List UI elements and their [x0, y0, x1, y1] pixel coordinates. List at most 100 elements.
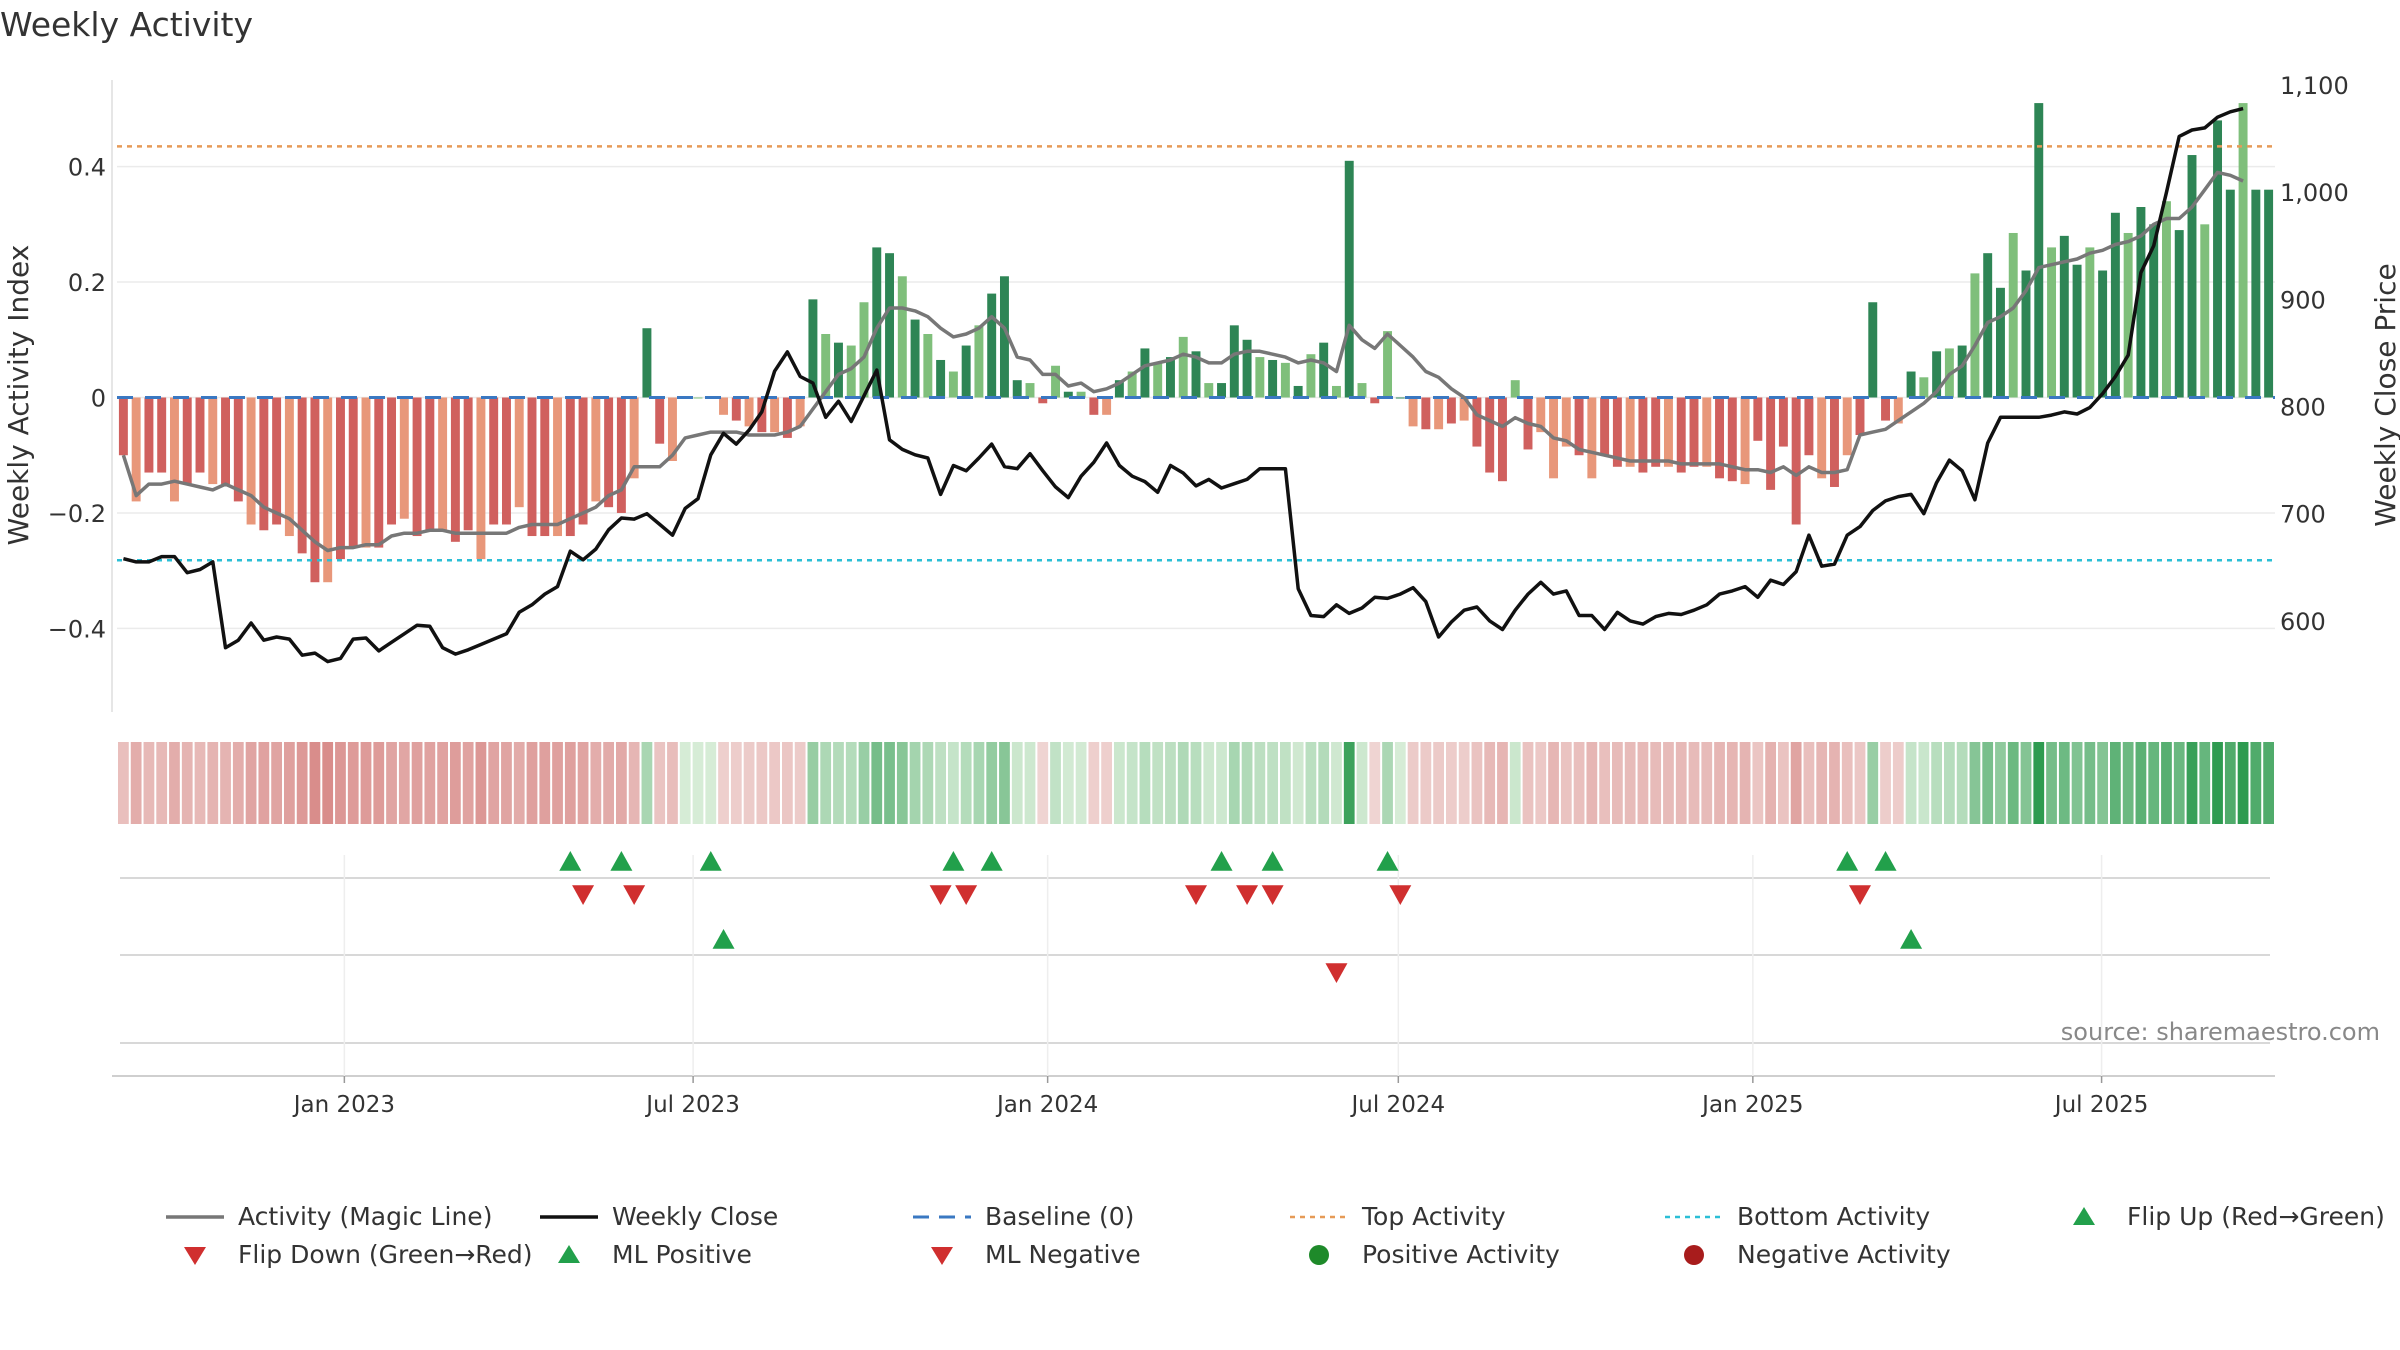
heat-cell: [462, 742, 474, 824]
legend-symbol-positive-circle: [1309, 1245, 1329, 1265]
activity-bar: [208, 397, 218, 485]
heat-cell: [743, 742, 755, 824]
heat-cell: [769, 742, 780, 824]
activity-bar: [553, 397, 563, 537]
legend-symbol-up-triangle: [558, 1245, 580, 1263]
heat-cell: [603, 742, 614, 824]
heat-cell: [1612, 742, 1623, 824]
heat-cell: [501, 742, 512, 824]
activity-bar: [1893, 397, 1903, 424]
heat-cell: [1548, 742, 1559, 824]
heat-cell: [1165, 742, 1176, 824]
legend-symbol-negative-circle: [1684, 1245, 1704, 1265]
heat-cell: [181, 742, 193, 824]
right-tick-label: 1,000: [2280, 179, 2349, 207]
heat-cell: [2135, 742, 2147, 824]
activity-bar: [297, 397, 307, 554]
heat-cell: [1356, 742, 1368, 824]
heat-cell: [1139, 742, 1151, 824]
heat-cell: [986, 742, 998, 824]
weekly-close-line: [122, 106, 2244, 664]
heat-cell: [1484, 742, 1496, 824]
heat-cell: [807, 742, 819, 824]
left-tick-label: 0.2: [68, 269, 106, 297]
activity-bar: [182, 397, 192, 485]
activity-bar: [387, 397, 397, 525]
heat-cell: [1726, 742, 1738, 824]
activity-bar: [361, 397, 371, 548]
activity-bar: [642, 328, 652, 398]
heat-cell: [360, 742, 372, 824]
legend: Activity (Magic Line) Weekly Close Baselin…: [166, 1202, 2385, 1269]
heat-cell: [2237, 742, 2249, 824]
activity-bar: [616, 397, 626, 513]
activity-bar: [1791, 397, 1801, 525]
heat-cell: [641, 742, 653, 824]
heat-cell: [2212, 742, 2223, 824]
activity-bar: [731, 397, 741, 421]
heat-cell: [2161, 742, 2172, 824]
heat-cell: [1446, 742, 1457, 824]
legend-symbol-down-triangle: [931, 1247, 953, 1265]
heat-cell: [858, 742, 870, 824]
heat-cell: [1624, 742, 1636, 824]
flip-down-marker: [623, 885, 646, 905]
activity-bar: [1395, 397, 1405, 399]
heat-cell: [2263, 742, 2274, 824]
heat-cell: [1216, 742, 1227, 824]
heat-cell: [1509, 742, 1521, 824]
activity-bar: [1140, 348, 1150, 398]
heat-cell: [156, 742, 168, 824]
heat-cell: [271, 742, 282, 824]
activity-bar: [2021, 270, 2031, 398]
heat-cell: [2250, 742, 2262, 824]
activity-bar: [1536, 397, 1546, 433]
activity-bar: [1153, 362, 1163, 398]
heat-cell: [2199, 742, 2211, 824]
activity-bar: [259, 397, 269, 531]
activity-bar: [1970, 273, 1980, 398]
activity-bar: [833, 342, 843, 398]
heat-cell: [1752, 742, 1764, 824]
heat-cell: [513, 742, 525, 824]
activity-bar: [1638, 397, 1648, 473]
heat-cell: [118, 742, 129, 824]
flip-down-marker: [1389, 885, 1412, 905]
activity-bar: [233, 397, 243, 502]
flip-up-marker: [1874, 851, 1897, 871]
activity-bar: [2072, 264, 2082, 398]
activity-bar: [348, 397, 358, 548]
activity-bar: [795, 397, 805, 427]
heat-cell: [679, 742, 691, 824]
ml-positive-marker: [1900, 929, 1923, 949]
activity-bar: [118, 397, 128, 456]
activity-bar: [1855, 397, 1865, 436]
activity-bar: [1204, 383, 1214, 398]
heat-cell: [999, 742, 1010, 824]
heat-cell: [1420, 742, 1432, 824]
activity-bar: [272, 397, 282, 525]
heat-cell: [884, 742, 895, 824]
heat-cell: [1650, 742, 1662, 824]
activity-bar: [897, 276, 907, 398]
activity-bar: [987, 293, 997, 398]
activity-bar: [770, 397, 780, 433]
activity-bar: [974, 325, 984, 398]
flip-down-marker: [929, 885, 952, 905]
activity-bar: [284, 397, 294, 537]
activity-bar: [1510, 380, 1520, 398]
activity-bar: [1868, 302, 1878, 398]
activity-bar: [1178, 336, 1188, 398]
heat-cell: [1075, 742, 1087, 824]
heat-cell: [1956, 742, 1968, 824]
activity-bar: [1217, 383, 1227, 398]
heat-cell: [1267, 742, 1278, 824]
heat-cell: [1982, 742, 1994, 824]
heat-cell: [194, 742, 206, 824]
heat-cell: [1062, 742, 1074, 824]
heat-cell: [577, 742, 589, 824]
legend-symbol-up-triangle: [2073, 1207, 2095, 1225]
heat-cell: [2046, 742, 2057, 824]
activity-bar: [629, 397, 639, 479]
